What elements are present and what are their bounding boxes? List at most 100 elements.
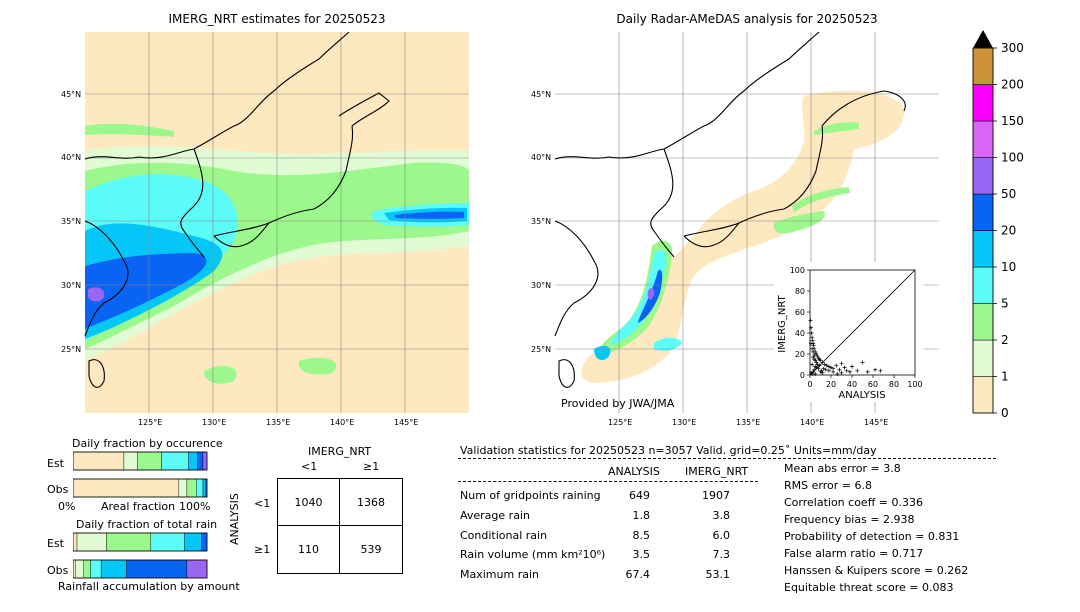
score-line: Mean abs error = 3.8 bbox=[784, 462, 901, 475]
contingency-title: IMERG_NRT bbox=[308, 445, 372, 458]
right-lat-label: 40°N bbox=[531, 153, 552, 162]
scatter-xtick-label: 60 bbox=[868, 380, 878, 389]
scatter-point bbox=[844, 368, 849, 373]
colorbar-box bbox=[972, 157, 994, 195]
fraction-segment bbox=[178, 478, 188, 498]
fraction-bar-frame bbox=[73, 478, 208, 498]
scatter-point bbox=[873, 367, 878, 372]
scatter-point bbox=[834, 363, 839, 368]
scatter-ytick-label: 20 bbox=[795, 350, 805, 359]
colorbar-label: 300 bbox=[1001, 41, 1024, 55]
occ-est-label: Est bbox=[47, 457, 64, 470]
contingency-cell: 110 bbox=[298, 543, 319, 556]
score-line: Probability of detection = 0.831 bbox=[784, 530, 960, 543]
fraction-segment bbox=[73, 451, 125, 471]
right-lon-label: 140°E bbox=[800, 418, 825, 427]
validation-divider bbox=[458, 458, 996, 459]
left-lat-label: 45°N bbox=[61, 90, 82, 99]
colorbar-box bbox=[972, 266, 994, 304]
left-lon-label: 140°E bbox=[330, 418, 355, 427]
left-lat-label: 25°N bbox=[61, 345, 82, 354]
validation-col-imerg: IMERG_NRT bbox=[685, 465, 749, 478]
left-lat-label: 35°N bbox=[61, 217, 82, 226]
scatter-point bbox=[817, 363, 822, 368]
fraction-segment bbox=[201, 532, 208, 552]
contingency-cell: 539 bbox=[360, 543, 382, 556]
fraction-occurrence-title: Daily fraction by occurence bbox=[72, 437, 223, 450]
left-lat-label: 30°N bbox=[61, 281, 82, 290]
fraction-occurrence-bars bbox=[73, 451, 208, 498]
score-line: Correlation coeff = 0.336 bbox=[784, 496, 923, 509]
fraction-segment bbox=[73, 559, 76, 579]
data-credit: Provided by JWA/JMA bbox=[561, 397, 675, 410]
scatter-point bbox=[814, 365, 819, 370]
right-rain-field bbox=[581, 90, 905, 384]
scatter-point bbox=[847, 369, 852, 374]
left-coastlines bbox=[84, 31, 390, 388]
right-lon-label: 125°E bbox=[608, 418, 633, 427]
colorbar-extend-arrow bbox=[973, 30, 993, 48]
score-line: Frequency bias = 2.938 bbox=[784, 513, 915, 526]
fraction-segment bbox=[73, 532, 78, 552]
right-lon-label: 145°E bbox=[864, 418, 889, 427]
colorbar-box bbox=[972, 193, 994, 231]
stat-label: Average rain bbox=[460, 509, 530, 522]
fraction-segment bbox=[126, 559, 188, 579]
scatter-point bbox=[815, 354, 820, 359]
scatter-point bbox=[839, 370, 844, 375]
left-lon-label: 125°E bbox=[138, 418, 163, 427]
colorbar-label: 5 bbox=[1001, 297, 1009, 311]
scatter-point bbox=[815, 362, 820, 367]
stat-analysis: 3.5 bbox=[632, 548, 651, 561]
right-lat-label: 35°N bbox=[531, 217, 552, 226]
stat-label: Rain volume (mm km²10⁶) bbox=[460, 548, 606, 561]
stat-label: Maximum rain bbox=[460, 568, 539, 581]
contingency-row-lt1: <1 bbox=[254, 497, 271, 510]
score-line: Hanssen & Kuipers score = 0.262 bbox=[784, 564, 969, 577]
right-lat-label: 25°N bbox=[531, 345, 552, 354]
scatter-point bbox=[811, 349, 816, 354]
colorbar-label: 1 bbox=[1001, 370, 1009, 384]
fraction-total-bars bbox=[73, 532, 208, 579]
scatter-point bbox=[812, 367, 817, 372]
colorbar-box bbox=[972, 376, 994, 414]
contingency-cell: 1368 bbox=[357, 496, 385, 509]
scatter-point bbox=[855, 368, 860, 373]
scatter-point bbox=[865, 369, 870, 374]
scatter-xtick-label: 0 bbox=[807, 380, 812, 389]
left-lon-label: 135°E bbox=[266, 418, 291, 427]
colorbar-label: 150 bbox=[1001, 114, 1024, 128]
occ-axis-mid: Areal fraction bbox=[101, 500, 176, 513]
right-lat-label: 30°N bbox=[531, 281, 552, 290]
scatter-ytick-label: 40 bbox=[795, 329, 805, 338]
fraction-segment bbox=[76, 532, 107, 552]
scatter-point bbox=[820, 370, 825, 375]
colorbar-label: 50 bbox=[1001, 187, 1016, 201]
colorbar-box bbox=[972, 120, 994, 158]
occ-axis-left: 0% bbox=[58, 500, 76, 513]
contingency-col-lt1: <1 bbox=[301, 460, 318, 473]
scatter-point bbox=[810, 335, 815, 340]
scatter-point bbox=[809, 331, 814, 335]
fraction-bar-frame bbox=[73, 451, 208, 471]
stat-label: Conditional rain bbox=[460, 529, 548, 542]
stat-imerg: 6.0 bbox=[712, 529, 731, 542]
occ-obs-label: Obs bbox=[47, 483, 69, 496]
scatter-point bbox=[837, 367, 842, 372]
scatter-ylabel: IMERG_NRT bbox=[777, 294, 788, 352]
colorbar-box bbox=[972, 84, 994, 122]
scatter-point bbox=[811, 343, 816, 348]
scatter-xtick-label: 80 bbox=[889, 380, 899, 389]
scatter-point bbox=[810, 362, 815, 367]
colorbar: 0 1 2 5 10 20 50 100 150 200 300 bbox=[972, 30, 1024, 420]
fraction-segment bbox=[197, 451, 204, 471]
scatter-xtick-label: 40 bbox=[847, 380, 857, 389]
fraction-segment bbox=[184, 532, 202, 552]
scatter-point bbox=[816, 366, 821, 371]
colorbar-box bbox=[972, 230, 994, 268]
scatter-point bbox=[822, 362, 827, 367]
right-map bbox=[554, 31, 939, 413]
colorbar-label: 2 bbox=[1001, 333, 1009, 347]
scatter-point bbox=[860, 360, 865, 365]
stat-analysis: 649 bbox=[629, 489, 650, 502]
